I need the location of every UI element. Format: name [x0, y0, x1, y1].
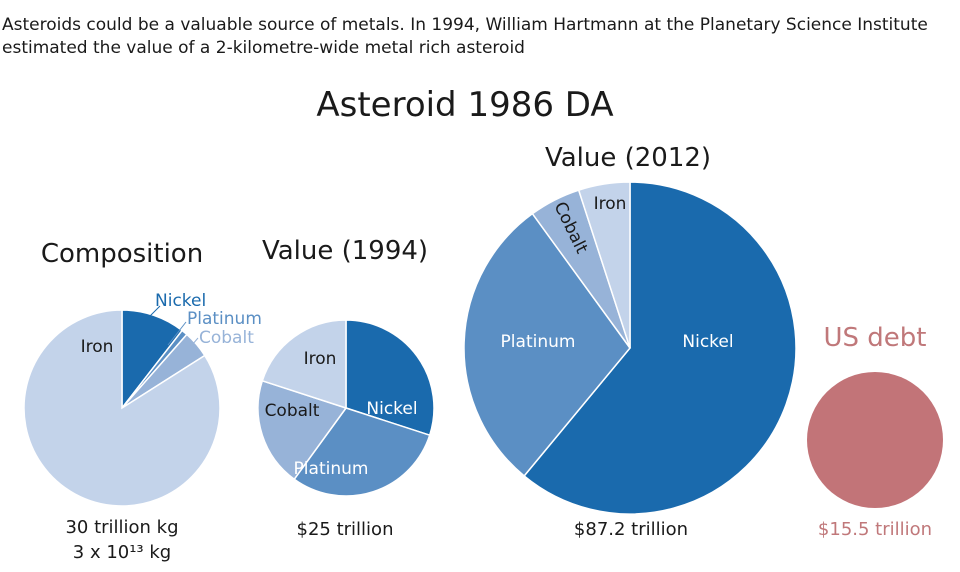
us-debt-total: $15.5 trillion	[818, 519, 932, 540]
v1994-label-platinum: Platinum	[294, 459, 369, 479]
v1994-label-nickel: Nickel	[366, 399, 417, 419]
v2012-slice-nickel	[523, 181, 797, 515]
composition-total: 30 trillion kg	[65, 517, 178, 538]
composition-slice-iron	[23, 309, 221, 507]
callout-line-nickel	[149, 305, 161, 317]
v2012-slice-iron	[577, 181, 631, 349]
v1994-slice-platinum	[293, 407, 431, 497]
v1994-slice-iron	[261, 319, 347, 410]
v1994-slice-cobalt	[257, 379, 348, 481]
intro-line-2: estimated the value of a 2-kilometre-wid…	[2, 38, 525, 58]
main-title: Asteroid 1986 DA	[316, 85, 613, 125]
v1994-label-iron: Iron	[304, 349, 337, 369]
composition-label-iron: Iron	[81, 337, 114, 357]
composition-label-platinum: Platinum	[187, 309, 262, 329]
v1994-label-cobalt: Cobalt	[265, 401, 320, 421]
v1994-total: $25 trillion	[297, 519, 394, 540]
v2012-slice-platinum	[463, 212, 631, 477]
intro-line-1: Asteroids could be a valuable source of …	[2, 15, 928, 35]
v2012-label-platinum: Platinum	[501, 332, 576, 352]
us-debt-slice-us-debt	[807, 372, 943, 508]
v1994-slice-nickel	[345, 319, 435, 437]
intro-text: Asteroids could be a valuable source of …	[2, 14, 952, 60]
v2012-label-iron: Iron	[594, 194, 627, 214]
chart-title-composition: Composition	[41, 239, 203, 269]
callout-line-cobalt	[185, 337, 199, 353]
callout-line-platinum	[167, 321, 187, 346]
composition-label-nickel: Nickel	[155, 291, 206, 311]
chart-title-us-debt: US debt	[824, 323, 927, 353]
chart-title-value-1994: Value (1994)	[262, 236, 428, 266]
v2012-total: $87.2 trillion	[574, 519, 688, 540]
v2012-label-nickel: Nickel	[682, 332, 733, 352]
chart-title-value-2012: Value (2012)	[545, 143, 711, 173]
composition-label-cobalt: Cobalt	[199, 328, 254, 348]
composition-total-scientific: 3 x 10¹³ kg	[73, 542, 171, 563]
